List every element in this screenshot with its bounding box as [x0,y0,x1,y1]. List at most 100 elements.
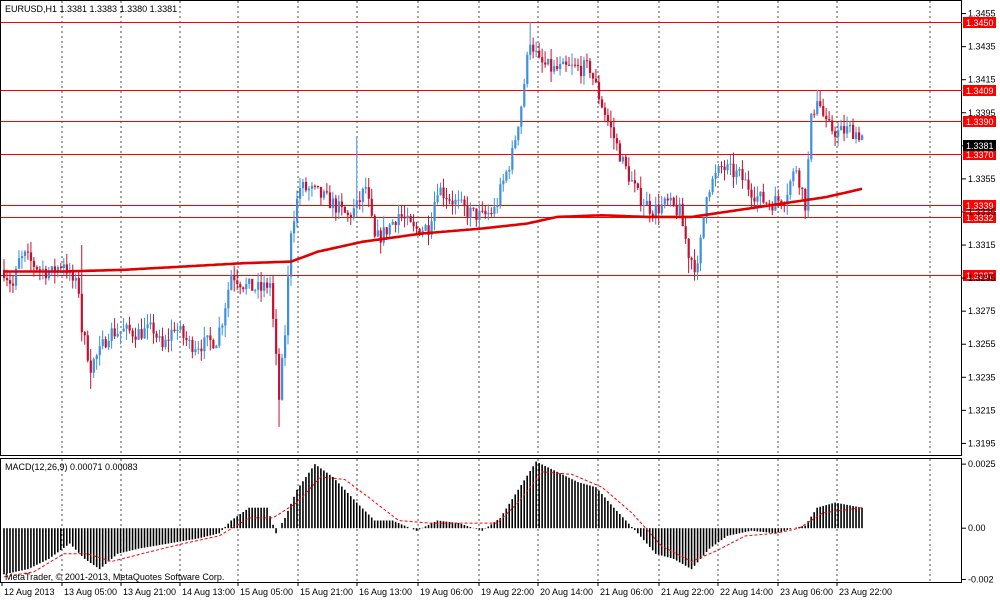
candle-bear [723,166,726,171]
candle-bull [74,277,77,281]
current-price-label: 1.3381 [966,141,994,151]
price-level-badge [963,200,996,211]
candle-bear [544,62,547,65]
candle-bull [364,187,367,189]
price-axis-label: 1.3395 [968,108,996,118]
price-level-badge [963,149,996,160]
time-axis[interactable]: 12 Aug 2013 13 Aug 05:00 13 Aug 21:00 14 Au… [1,582,892,597]
candle-bull [774,196,777,211]
price-axis-label: 1.3215 [968,405,996,415]
candle-bull [197,348,200,350]
horizontal-levels[interactable]: 1.3450 1.3409 1.3390 1.3370 1.3339 1.3332 1.32… [1,17,996,281]
candle-bull [23,251,27,257]
candle-bull [295,198,299,222]
candle-bull [122,328,125,332]
candle-bull [119,331,122,334]
candle-bull [645,200,648,206]
candle-bear [591,73,595,79]
candle-bear [466,206,469,218]
price-axis-label: 1.3255 [968,339,996,349]
candle-bull [708,192,711,198]
time-axis-label: 14 Aug 13:00 [182,587,235,597]
candle-bull [849,124,852,127]
price-axis[interactable]: 1.34551.34351.34151.33951.33751.33551.33… [962,9,996,449]
candle-bull [284,335,287,358]
price-level-badge [963,85,996,96]
candle-bull [176,329,179,332]
candle-bull [254,289,257,291]
candle-bear [574,64,577,66]
price-level-badge [963,116,996,127]
candle-bear [627,166,631,182]
candle-bear [550,58,553,72]
candle-bear [843,125,846,134]
candle-bull [203,337,206,352]
time-axis-label: 13 Aug 05:00 [64,587,117,597]
candle-bear [403,216,406,219]
candle-bear [313,185,317,187]
candle-bear [65,264,68,274]
candle-bear [418,228,421,236]
candle-bear [71,270,74,281]
candle-bear [236,280,239,285]
candle-bull [559,64,562,69]
candle-bull [699,237,702,264]
candle-bull [116,333,119,337]
candle-bull [517,126,520,141]
candle-bull [14,268,18,286]
candle-bear [155,333,158,338]
candle-bull [493,206,496,214]
candle-bear [415,226,418,229]
candle-bull [263,282,266,291]
candle-bear [83,332,86,336]
candle-bear [319,187,323,198]
candle-bear [585,60,589,62]
candle-bull [298,188,302,199]
time-axis-label: 12 Aug 2013 [4,587,55,597]
time-axis-label: 19 Aug 06:00 [420,587,473,597]
candle-bear [813,113,816,115]
candle-bull [310,185,314,189]
macd-axis-label: 0.0025 [968,459,996,469]
price-axis-label: 1.3295 [968,273,996,283]
candle-bear [209,335,212,341]
candle-bear [346,212,349,216]
candle-bear [32,260,36,267]
macd-histogram [3,461,863,578]
time-axis-label: 23 Aug 22:00 [839,587,892,597]
price-axis-label: 1.3235 [968,372,996,382]
candle-bull [376,230,379,237]
candle-bull [206,335,209,338]
price-axis-label: 1.3415 [968,75,996,85]
candle-bull [56,267,60,273]
copyright-text: MetaTrader, © 2001-2013, MetaQuotes Soft… [5,572,224,582]
candle-bear [173,329,176,332]
price-axis-label: 1.3315 [968,240,996,250]
time-axis-label: 20 Aug 14:00 [540,587,593,597]
candle-bull [717,165,720,174]
candle-bull [562,61,565,65]
candle-bull [355,200,358,209]
candle-bull [792,171,795,182]
candle-bear [532,44,535,52]
candle-bull [457,199,460,201]
candle-bear [44,268,48,279]
candle-bull [496,205,499,207]
candle-bull [20,256,24,259]
candle-bull [137,329,140,340]
candle-bear [765,202,768,204]
candle-bear [825,115,828,120]
candle-bull [571,64,574,66]
candle-bear [541,57,544,63]
candle-bear [672,197,675,206]
candle-bear [442,187,445,198]
time-axis-label: 13 Aug 21:00 [123,587,176,597]
candle-bear [152,322,155,334]
moving-average-line [4,187,863,273]
candle-bear [140,329,143,339]
candle-bear [648,200,651,214]
candle-bear [753,197,756,202]
candle-bear [239,284,242,288]
